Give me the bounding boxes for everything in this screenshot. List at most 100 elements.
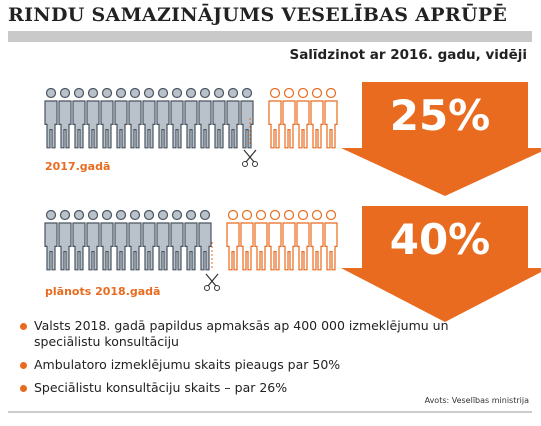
person-icon bbox=[184, 87, 198, 149]
person-icon bbox=[324, 87, 338, 149]
body bbox=[142, 100, 156, 149]
head bbox=[143, 87, 155, 99]
head bbox=[269, 209, 281, 221]
body bbox=[86, 100, 100, 149]
person-icon bbox=[128, 209, 142, 271]
person-icon bbox=[296, 87, 310, 149]
head bbox=[311, 209, 323, 221]
person-icon bbox=[282, 209, 296, 271]
head bbox=[297, 87, 309, 99]
handle bbox=[242, 161, 248, 167]
person-icon bbox=[310, 209, 324, 271]
body bbox=[310, 100, 324, 149]
body bbox=[72, 100, 86, 149]
person-icon bbox=[156, 209, 170, 271]
head bbox=[325, 87, 337, 99]
head bbox=[283, 87, 295, 99]
person-icon bbox=[156, 87, 170, 149]
body bbox=[142, 222, 156, 271]
title: RINDU SAMAZINĀJUMS VESELĪBAS APRŪPĒ bbox=[8, 4, 508, 26]
head bbox=[171, 87, 183, 99]
person-icon bbox=[142, 209, 156, 271]
body bbox=[170, 222, 184, 271]
body bbox=[114, 100, 128, 149]
title-bar bbox=[8, 31, 532, 42]
head bbox=[59, 209, 71, 221]
body bbox=[128, 222, 142, 271]
person-icon bbox=[324, 209, 338, 271]
bullet: Speciālistu konsultāciju skaits – par 26… bbox=[20, 380, 490, 396]
head bbox=[73, 209, 85, 221]
body bbox=[296, 100, 310, 149]
person-icon bbox=[86, 87, 100, 149]
head bbox=[213, 87, 225, 99]
person-icon bbox=[296, 209, 310, 271]
person-icon bbox=[310, 87, 324, 149]
body bbox=[86, 222, 100, 271]
person-icon bbox=[268, 209, 282, 271]
bullet: Ambulatoro izmeklējumu skaits pieaugs pa… bbox=[20, 357, 490, 373]
percent: 25% bbox=[390, 91, 491, 140]
body bbox=[324, 222, 338, 271]
person-icon bbox=[282, 87, 296, 149]
body bbox=[282, 222, 296, 271]
person-icon bbox=[44, 209, 58, 271]
head bbox=[115, 87, 127, 99]
head bbox=[241, 209, 253, 221]
body bbox=[240, 100, 254, 149]
person-icon bbox=[142, 87, 156, 149]
body bbox=[212, 100, 226, 149]
head bbox=[185, 209, 197, 221]
bullet: Valsts 2018. gadā papildus apmaksās ap 4… bbox=[20, 318, 490, 350]
head bbox=[269, 87, 281, 99]
arrow bbox=[341, 206, 541, 322]
head bbox=[199, 87, 211, 99]
body bbox=[44, 100, 58, 149]
row-label: plānots 2018.gadā bbox=[45, 285, 161, 298]
body bbox=[184, 100, 198, 149]
person-icon bbox=[240, 87, 254, 149]
person-icon bbox=[58, 87, 72, 149]
head bbox=[115, 209, 127, 221]
body bbox=[156, 100, 170, 149]
head bbox=[101, 209, 113, 221]
body bbox=[100, 100, 114, 149]
people bbox=[44, 87, 338, 291]
head bbox=[157, 87, 169, 99]
head bbox=[45, 87, 57, 99]
body bbox=[198, 222, 212, 271]
head bbox=[73, 87, 85, 99]
person-icon bbox=[212, 87, 226, 149]
head bbox=[87, 87, 99, 99]
row-label: 2017.gadā bbox=[45, 160, 111, 173]
person-icon bbox=[72, 209, 86, 271]
head bbox=[171, 209, 183, 221]
person-icon bbox=[170, 209, 184, 271]
scissors bbox=[242, 118, 258, 167]
head bbox=[87, 209, 99, 221]
person-icon bbox=[114, 209, 128, 271]
handle bbox=[204, 285, 210, 291]
person-icon bbox=[254, 209, 268, 271]
body bbox=[72, 222, 86, 271]
person-icon bbox=[184, 209, 198, 271]
bullet-list: Valsts 2018. gadā papildus apmaksās ap 4… bbox=[20, 318, 490, 403]
body bbox=[240, 222, 254, 271]
head bbox=[185, 87, 197, 99]
body bbox=[268, 222, 282, 271]
person-icon bbox=[198, 209, 212, 271]
person-icon bbox=[114, 87, 128, 149]
blade bbox=[243, 149, 255, 163]
handle bbox=[214, 285, 220, 291]
person-icon bbox=[86, 209, 100, 271]
body bbox=[254, 222, 268, 271]
scissors bbox=[204, 242, 220, 291]
head bbox=[227, 87, 239, 99]
head bbox=[143, 209, 155, 221]
person-icon bbox=[268, 87, 282, 149]
body bbox=[324, 100, 338, 149]
person-icon bbox=[58, 209, 72, 271]
arrow bbox=[341, 82, 541, 196]
